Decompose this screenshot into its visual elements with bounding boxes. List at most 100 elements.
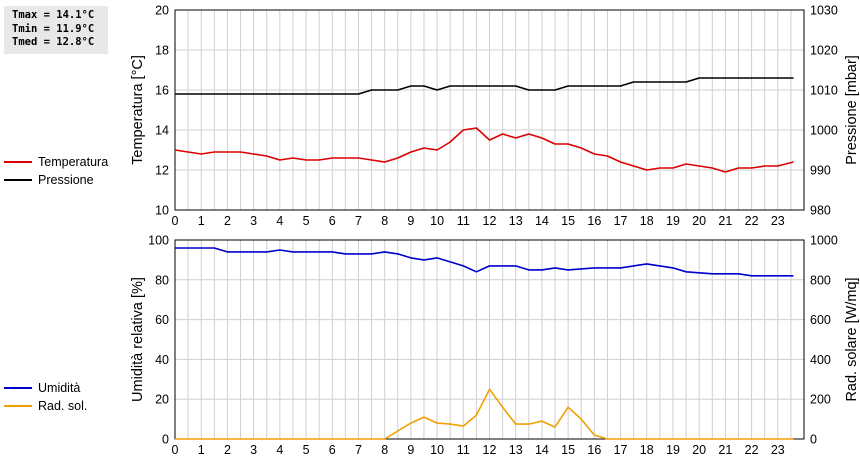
legend-label-umidita: Umidità [38,381,81,395]
x-tick-label: 12 [483,214,497,228]
y-left-axis-label: Temperatura [°C] [130,55,146,165]
x-tick-label: 4 [276,214,283,228]
y-right-tick-label: 800 [810,273,831,287]
x-tick-label: 20 [692,214,706,228]
x-tick-label: 4 [276,443,283,457]
legend-swatch-pressione [4,179,32,181]
x-tick-label: 10 [430,443,444,457]
y-right-tick-label: 1000 [810,234,838,248]
x-tick-label: 11 [457,443,470,457]
x-tick-label: 0 [172,443,179,457]
x-tick-label: 3 [250,214,257,228]
x-tick-label: 14 [535,443,549,457]
legend-swatch-rad-sol [4,405,32,407]
y-left-tick-label: 0 [162,433,169,447]
y-right-tick-label: 1030 [810,4,838,18]
chart-panel-1: 0 1 2 3 4 5 6 7 8 9 10 11 12 13 14 15 16 17 18 19 20 21 22 2302… [130,234,860,458]
legend-item-rad-sol: Rad. sol. [4,397,87,415]
tmax-label: Tmax = 14.1°C [12,9,95,21]
y-left-tick-label: 60 [155,313,169,327]
x-tick-label: 7 [355,443,362,457]
y-left-tick-label: 14 [155,124,169,138]
series-line-umidit- [175,247,794,277]
y-left-tick-label: 20 [155,4,169,18]
legend-item-umidita: Umidità [4,379,87,397]
x-tick-label: 21 [718,443,732,457]
y-left-tick-label: 100 [148,234,169,248]
y-left-axis-label: Umidità relativa [%] [130,277,146,402]
legend-label-temperatura: Temperatura [38,155,109,169]
x-tick-label: 17 [614,214,628,228]
x-tick-label: 19 [666,214,680,228]
x-tick-label: 18 [640,443,654,457]
x-tick-label: 10 [430,214,444,228]
x-tick-label: 8 [381,214,388,228]
y-left-tick-label: 80 [155,273,169,287]
tmed-label: Tmed = 12.8°C [12,36,95,48]
x-tick-label: 20 [692,443,706,457]
y-right-tick-label: 980 [810,204,831,218]
y-left-tick-label: 20 [155,393,169,407]
x-tick-label: 0 [172,214,179,228]
stats-box: Tmax = 14.1°C Tmin = 11.9°C Tmed = 12.8°… [4,6,108,54]
x-tick-label: 2 [224,214,231,228]
x-tick-label: 22 [745,443,759,457]
legend-label-rad-sol: Rad. sol. [38,399,88,413]
legend-top: Temperatura Pressione [4,153,108,189]
x-tick-label: 11 [457,214,470,228]
x-tick-label: 18 [640,214,654,228]
y-right-tick-label: 400 [810,353,831,367]
plot-frame [174,239,805,440]
y-right-axis-label: Pressione [mbar] [844,55,860,165]
x-tick-label: 15 [561,443,575,457]
x-tick-label: 19 [666,443,680,457]
x-tick-label: 6 [329,214,336,228]
x-tick-label: 23 [771,214,785,228]
y-right-tick-label: 990 [810,164,831,178]
x-tick-label: 15 [561,214,575,228]
x-tick-label: 13 [509,214,523,228]
y-left-tick-label: 40 [155,353,169,367]
legend-item-pressione: Pressione [4,171,108,189]
y-right-axis-label: Rad. solare [W/mq] [844,277,860,401]
x-tick-label: 2 [224,443,231,457]
x-tick-label: 3 [250,443,257,457]
y-right-tick-label: 200 [810,393,831,407]
series-line-pressione [175,77,794,95]
legend-item-temperatura: Temperatura [4,153,108,171]
y-right-tick-label: 0 [810,433,817,447]
x-tick-label: 12 [483,443,497,457]
series-line-rad-sol- [175,388,794,440]
tmin-label: Tmin = 11.9°C [12,22,95,35]
y-right-tick-label: 1000 [810,124,838,138]
x-tick-label: 9 [407,214,414,228]
y-right-tick-label: 1020 [810,44,838,58]
x-tick-label: 21 [718,214,732,228]
plot-frame [174,9,805,211]
x-tick-label: 9 [407,443,414,457]
x-tick-label: 23 [771,443,785,457]
x-tick-label: 6 [329,443,336,457]
series-line-temperatura [174,127,794,173]
x-tick-label: 1 [198,214,205,228]
chart-panel-0: 0 1 2 3 4 5 6 7 8 9 10 11 12 13 14 15 16 17 18 19 20 21 22 2310… [130,4,860,229]
x-tick-label: 7 [355,214,362,228]
legend-swatch-umidita [4,387,32,389]
legend-swatch-temperatura [4,161,32,163]
y-left-tick-label: 16 [155,84,169,98]
x-tick-label: 22 [745,214,759,228]
y-left-tick-label: 10 [155,204,169,218]
x-tick-label: 17 [614,443,628,457]
y-left-tick-label: 12 [155,164,169,178]
legend-bottom: Umidità Rad. sol. [4,379,87,415]
y-right-tick-label: 1010 [810,84,838,98]
x-tick-label: 1 [198,443,205,457]
x-tick-label: 14 [535,214,549,228]
x-tick-label: 5 [303,214,310,228]
x-tick-label: 8 [381,443,388,457]
x-tick-label: 16 [587,443,601,457]
y-right-tick-label: 600 [810,313,831,327]
x-tick-label: 13 [509,443,523,457]
legend-label-pressione: Pressione [38,173,94,187]
